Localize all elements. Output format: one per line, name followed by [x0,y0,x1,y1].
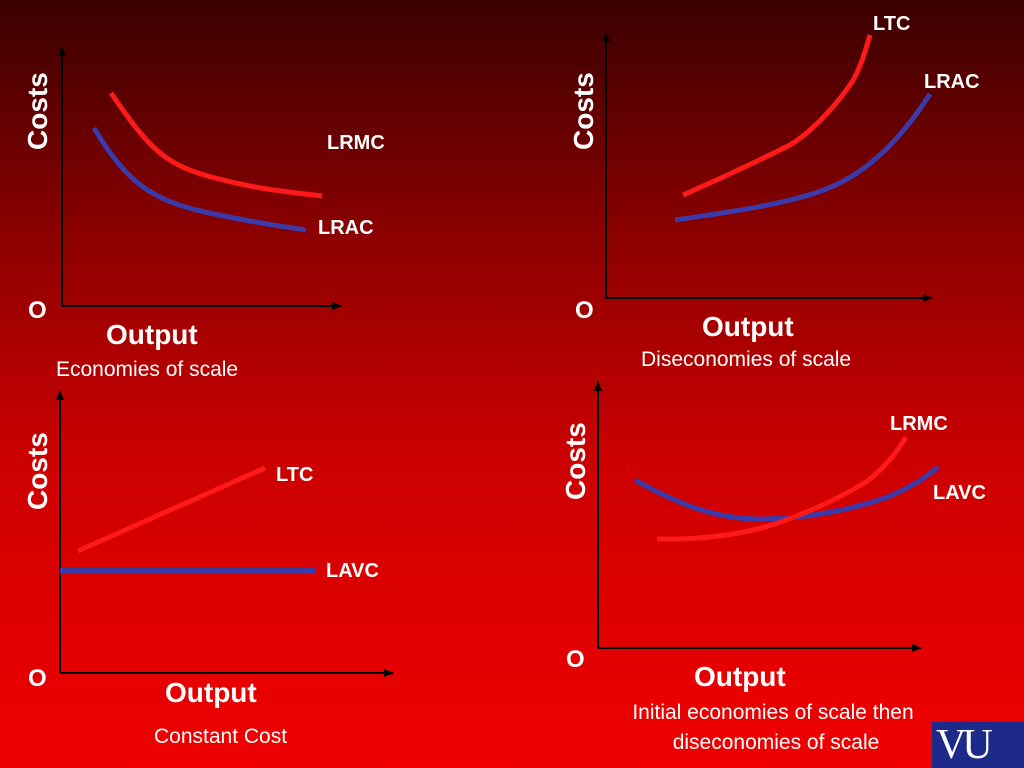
panel-caption-line-1: Initial economies of scale then [632,701,913,724]
lrac-curve [91,126,307,233]
ltc-line [76,465,267,554]
lrmc-curve [656,435,909,542]
panel-caption: Diseconomies of scale [641,348,851,371]
lrmc-label: LRMC [327,132,385,154]
lavc-label: LAVC [933,482,986,504]
panel-diseconomies-of-scale: Costs O Output Diseconomies of scale LTC… [568,13,980,371]
panel-caption: Economies of scale [56,358,238,381]
y-axis-label: Costs [22,432,53,510]
ltc-curve [681,34,873,198]
lrac-curve [674,92,933,223]
origin-label: O [566,646,585,673]
lrac-label: LRAC [318,217,374,239]
x-axis-label: Output [694,661,786,692]
x-axis-label: Output [106,319,198,350]
lrmc-label: LRMC [890,413,948,435]
panel-caption-line-2: diseconomies of scale [673,731,880,754]
y-axis-label: Costs [568,72,599,150]
lrac-label: LRAC [924,71,980,93]
origin-label: O [575,297,594,324]
lavc-curve [633,465,940,522]
panel-caption: Constant Cost [154,725,287,748]
ltc-label: LTC [873,13,910,35]
y-axis-label: Costs [22,72,53,150]
x-axis-label: Output [165,677,257,708]
panel-initial-economies-then-diseconomies: Costs O Output Initial economies of scal… [560,381,986,754]
vu-logo: VU [932,722,1024,768]
lrmc-curve [108,91,323,199]
origin-label: O [28,297,47,324]
panel-economies-of-scale: Costs O Output Economies of scale LRMC L… [22,46,385,381]
origin-label: O [28,665,47,692]
panel-constant-cost: Costs O Output Constant Cost LTC LAVC [22,390,394,748]
lavc-label: LAVC [326,560,379,582]
x-axis-label: Output [702,311,794,342]
y-axis-label: Costs [560,422,591,500]
ltc-label: LTC [276,464,313,486]
